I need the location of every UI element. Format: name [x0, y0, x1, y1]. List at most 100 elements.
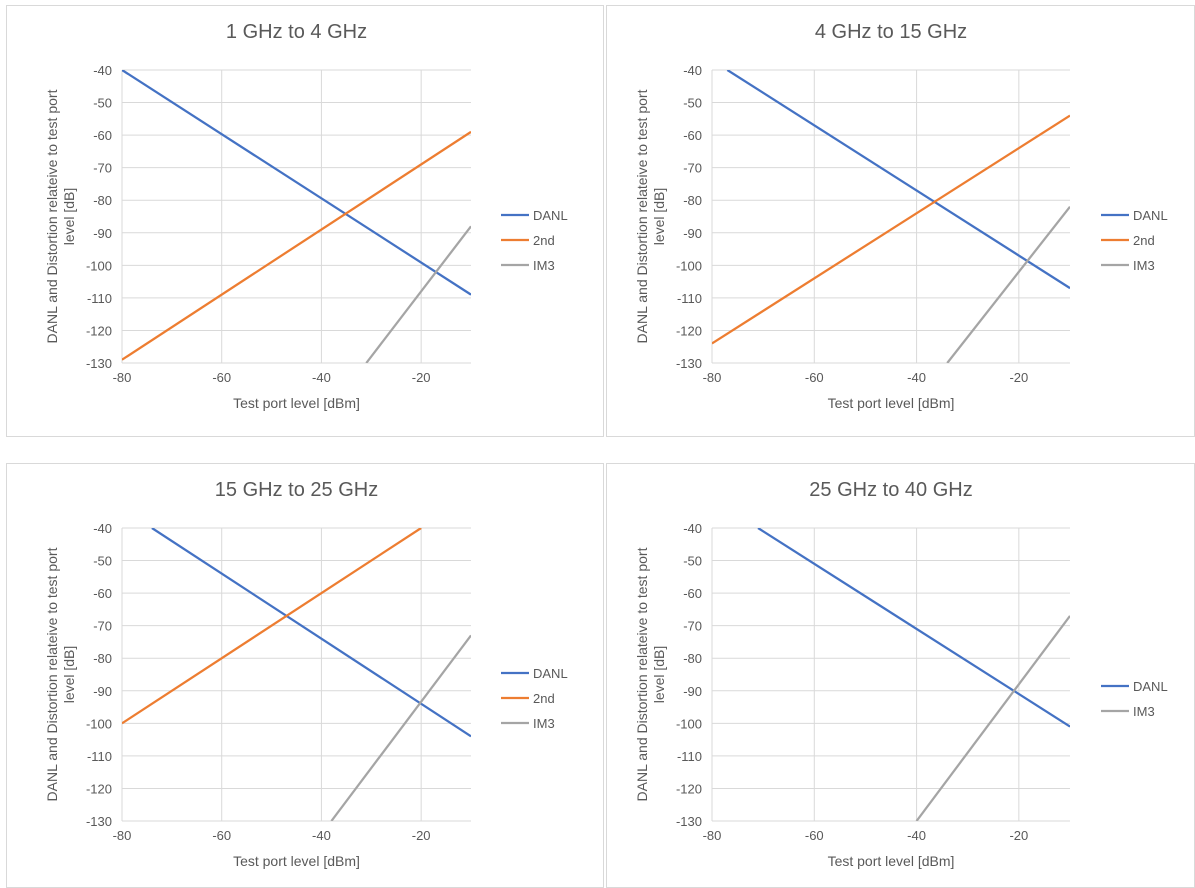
y-tick-label: -130 — [676, 356, 702, 371]
x-axis-label: Test port level [dBm] — [233, 395, 360, 411]
x-tick-label: -40 — [312, 828, 331, 843]
series-line-danl — [122, 70, 471, 296]
y-tick-label: -90 — [93, 684, 112, 699]
x-tick-label: -20 — [1009, 828, 1028, 843]
chart-panel-4-to-15-ghz: 4 GHz to 15 GHz -40 -50 -60 -70 -80 -90 -100 -11… — [606, 5, 1195, 437]
y-tick-label: -50 — [683, 96, 702, 111]
y-tick-label: -60 — [683, 586, 702, 601]
legend-label-im3: IM3 — [1133, 704, 1155, 719]
x-tick-label: -60 — [212, 370, 231, 385]
y-tick-label: -60 — [93, 128, 112, 143]
y-tick-label: -100 — [86, 716, 112, 731]
legend-label-2nd: 2nd — [1133, 233, 1155, 248]
chart-panel-25-to-40-ghz: 25 GHz to 40 GHz -40 -50 -60 -70 -80 -90 -100 -1… — [606, 463, 1195, 888]
chart-title: 1 GHz to 4 GHz — [226, 21, 367, 43]
y-tick-label: -70 — [93, 161, 112, 176]
svg-text:DANL and Distortion relateive: DANL and Distortion relateive to test po… — [44, 547, 77, 801]
y-tick-label: -100 — [676, 258, 702, 273]
x-tick-label: -80 — [113, 828, 132, 843]
y-tick-label: -80 — [93, 651, 112, 666]
x-tick-label: -40 — [907, 370, 926, 385]
y-tick-label: -60 — [683, 128, 702, 143]
legend-label-im3: IM3 — [1133, 258, 1155, 273]
y-tick-label: -100 — [676, 716, 702, 731]
chart-svg: 15 GHz to 25 GHz -40 -50 -60 -70 -80 -90 -100 -1… — [44, 479, 568, 869]
y-tick-label: -80 — [683, 651, 702, 666]
y-tick-label: -130 — [676, 814, 702, 829]
chart-panel-15-to-25-ghz: 15 GHz to 25 GHz -40 -50 -60 -70 -80 -90 -100 -1… — [6, 463, 604, 888]
y-tick-label: -130 — [86, 814, 112, 829]
x-tick-label: -20 — [1009, 370, 1028, 385]
legend-label-danl: DANL — [1133, 208, 1168, 223]
x-tick-label: -80 — [703, 370, 722, 385]
y-tick-label: -40 — [93, 521, 112, 536]
y-tick-label: -50 — [93, 554, 112, 569]
y-tick-label: -120 — [86, 323, 112, 338]
chart-svg: 1 GHz to 4 GHz -40 -50 -60 -70 -80 -90 -100 -110… — [44, 21, 568, 411]
y-axis-label: DANL and Distortion relateive to test po… — [634, 547, 667, 801]
svg-text:DANL and Distortion relateive: DANL and Distortion relateive to test po… — [44, 89, 77, 343]
y-tick-label: -70 — [683, 619, 702, 634]
x-axis-label: Test port level [dBm] — [828, 853, 955, 869]
y-tick-label: -40 — [683, 521, 702, 536]
y-axis-label: DANL and Distortion relateive to test po… — [44, 89, 77, 343]
legend-label-2nd: 2nd — [533, 691, 555, 706]
x-tick-label: -20 — [412, 828, 431, 843]
legend-label-danl: DANL — [1133, 679, 1168, 694]
svg-text:DANL and Distortion relateive: DANL and Distortion relateive to test po… — [634, 547, 667, 801]
y-tick-label: -120 — [86, 781, 112, 796]
series-line-im3 — [365, 225, 471, 363]
y-tick-label: -40 — [683, 63, 702, 78]
y-tick-label: -130 — [86, 356, 112, 371]
series-line-danl — [151, 528, 471, 738]
x-tick-label: -60 — [805, 370, 824, 385]
y-tick-label: -40 — [93, 63, 112, 78]
y-axis-label: DANL and Distortion relateive to test po… — [44, 547, 77, 801]
y-tick-label: -90 — [93, 226, 112, 241]
y-tick-label: -50 — [683, 554, 702, 569]
x-tick-label: -40 — [312, 370, 331, 385]
legend-label-danl: DANL — [533, 666, 568, 681]
x-tick-label: -40 — [907, 828, 926, 843]
series-line-danl — [726, 70, 1070, 290]
y-tick-label: -90 — [683, 226, 702, 241]
y-tick-label: -60 — [93, 586, 112, 601]
chart-svg: 25 GHz to 40 GHz -40 -50 -60 -70 -80 -90 -100 -1… — [634, 479, 1168, 869]
y-tick-label: -80 — [93, 193, 112, 208]
chart-title: 25 GHz to 40 GHz — [809, 479, 972, 501]
series-line-2nd — [122, 130, 471, 361]
chart-panel-1-to-4-ghz: 1 GHz to 4 GHz -40 -50 -60 -70 -80 -90 -100 -110… — [6, 5, 604, 437]
x-axis-label: Test port level [dBm] — [233, 853, 360, 869]
legend-label-im3: IM3 — [533, 258, 555, 273]
y-tick-label: -110 — [677, 749, 702, 764]
chart-title: 4 GHz to 15 GHz — [815, 21, 967, 43]
series-line-im3 — [946, 206, 1070, 363]
chart-title: 15 GHz to 25 GHz — [215, 479, 378, 501]
series-line-2nd — [712, 114, 1070, 345]
y-axis-label: DANL and Distortion relateive to test po… — [634, 89, 667, 343]
y-tick-label: -110 — [87, 291, 112, 306]
x-tick-label: -80 — [703, 828, 722, 843]
chart-svg: 4 GHz to 15 GHz -40 -50 -60 -70 -80 -90 -100 -11… — [634, 21, 1168, 411]
y-tick-label: -50 — [93, 96, 112, 111]
series-line-im3 — [915, 615, 1070, 821]
series-line-2nd — [122, 528, 422, 725]
series-line-im3 — [330, 634, 471, 821]
series-line-danl — [757, 528, 1070, 728]
y-tick-label: -120 — [676, 781, 702, 796]
y-tick-label: -70 — [93, 619, 112, 634]
svg-text:DANL and Distortion relateive: DANL and Distortion relateive to test po… — [634, 89, 667, 343]
x-tick-label: -20 — [412, 370, 431, 385]
x-tick-label: -80 — [113, 370, 132, 385]
y-tick-label: -100 — [86, 258, 112, 273]
y-tick-label: -110 — [677, 291, 702, 306]
x-tick-label: -60 — [805, 828, 824, 843]
y-tick-label: -80 — [683, 193, 702, 208]
y-tick-label: -110 — [87, 749, 112, 764]
y-tick-label: -120 — [676, 323, 702, 338]
y-tick-label: -70 — [683, 161, 702, 176]
x-tick-label: -60 — [212, 828, 231, 843]
legend-label-danl: DANL — [533, 208, 568, 223]
legend-label-2nd: 2nd — [533, 233, 555, 248]
y-tick-label: -90 — [683, 684, 702, 699]
